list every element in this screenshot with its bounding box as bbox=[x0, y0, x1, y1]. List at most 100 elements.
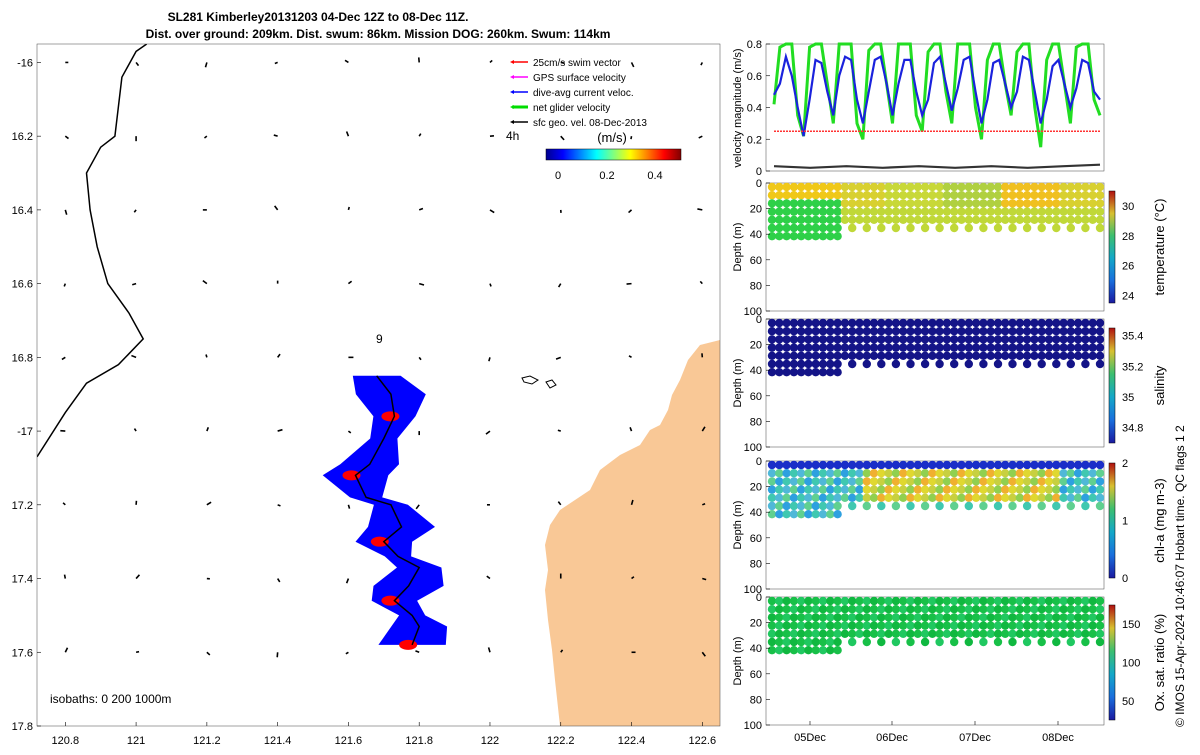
velocity-arrow bbox=[629, 356, 632, 358]
section-colorbar-tick: 26 bbox=[1122, 261, 1134, 273]
section-data-point bbox=[921, 352, 929, 360]
section-data-point bbox=[950, 360, 958, 368]
section-data-point bbox=[899, 327, 907, 335]
section-data-point bbox=[870, 605, 878, 613]
section-data-point bbox=[957, 605, 965, 613]
section-data-point bbox=[1096, 207, 1104, 215]
section-data-point bbox=[914, 319, 922, 327]
section-data-point bbox=[877, 327, 885, 335]
section-data-point bbox=[899, 485, 907, 493]
section-data-point bbox=[775, 469, 783, 477]
section-data-point bbox=[957, 191, 965, 199]
imos-credit: © IMOS 15-Apr-2024 10:46:07 Hobart time.… bbox=[1173, 425, 1187, 727]
island-2 bbox=[546, 380, 556, 388]
section-data-point bbox=[1008, 360, 1016, 368]
section-data-point bbox=[812, 360, 820, 368]
section-data-point bbox=[782, 494, 790, 502]
section-data-point bbox=[943, 327, 951, 335]
section-data-point bbox=[1067, 630, 1075, 638]
section-data-point bbox=[965, 469, 973, 477]
section-data-point bbox=[1030, 191, 1038, 199]
section-data-point bbox=[819, 216, 827, 224]
section-data-point bbox=[1023, 613, 1031, 621]
section-data-point bbox=[950, 502, 958, 510]
velocity-arrow bbox=[64, 284, 65, 287]
section-data-point bbox=[935, 319, 943, 327]
section-data-point bbox=[928, 621, 936, 629]
section-data-point bbox=[870, 494, 878, 502]
section-data-point bbox=[1030, 327, 1038, 335]
section-data-point bbox=[935, 360, 943, 368]
section-data-point bbox=[790, 477, 798, 485]
section-data-point bbox=[863, 605, 871, 613]
velocity-ytick-label: 0.2 bbox=[747, 134, 762, 146]
section-colorbar-tick: 1 bbox=[1122, 516, 1128, 528]
velocity-arrow bbox=[490, 210, 494, 213]
section-data-point bbox=[906, 621, 914, 629]
section-data-point bbox=[914, 597, 922, 605]
section-data-point bbox=[855, 469, 863, 477]
section-data-point bbox=[1067, 469, 1075, 477]
section-data-point bbox=[1016, 207, 1024, 215]
section-data-point bbox=[972, 335, 980, 343]
section-data-point bbox=[884, 597, 892, 605]
section-data-point bbox=[1016, 199, 1024, 207]
section-data-point bbox=[870, 477, 878, 485]
section-data-point bbox=[833, 605, 841, 613]
section-data-point bbox=[979, 343, 987, 351]
velocity-arrow bbox=[419, 284, 424, 285]
section-data-point bbox=[906, 319, 914, 327]
section-data-point bbox=[768, 216, 776, 224]
section-data-point bbox=[987, 343, 995, 351]
section-data-point bbox=[1089, 319, 1097, 327]
section-data-point bbox=[921, 477, 929, 485]
section-data-point bbox=[921, 461, 929, 469]
section-data-point bbox=[870, 597, 878, 605]
section-data-point bbox=[884, 343, 892, 351]
section-data-point bbox=[812, 207, 820, 215]
section-data-point bbox=[892, 224, 900, 232]
section-data-point bbox=[1096, 502, 1104, 510]
section-data-point bbox=[833, 343, 841, 351]
map-xtick-label: 121.8 bbox=[405, 735, 433, 747]
section-data-point bbox=[1081, 335, 1089, 343]
section-data-point bbox=[1038, 485, 1046, 493]
section-data-point bbox=[870, 191, 878, 199]
section-data-point bbox=[1059, 335, 1067, 343]
section-data-point bbox=[1089, 494, 1097, 502]
velocity-ytick-label: 0.4 bbox=[747, 103, 762, 115]
section-data-point bbox=[928, 183, 936, 191]
section-data-point bbox=[943, 469, 951, 477]
section-data-point bbox=[768, 597, 776, 605]
section-data-point bbox=[804, 461, 812, 469]
section-data-point bbox=[1001, 207, 1009, 215]
section-data-point bbox=[782, 183, 790, 191]
section-ytick-label: 0 bbox=[756, 592, 762, 604]
section-data-point bbox=[782, 605, 790, 613]
section-data-point bbox=[812, 335, 820, 343]
section-data-point bbox=[935, 477, 943, 485]
section-data-point bbox=[833, 335, 841, 343]
section-data-point bbox=[950, 613, 958, 621]
section-data-point bbox=[848, 638, 856, 646]
section-data-point bbox=[906, 485, 914, 493]
section-data-point bbox=[943, 335, 951, 343]
section-data-point bbox=[870, 343, 878, 351]
section-ylabel: Depth (m) bbox=[732, 637, 744, 686]
section-data-point bbox=[841, 343, 849, 351]
section-data-point bbox=[1089, 461, 1097, 469]
section-data-point bbox=[804, 183, 812, 191]
section-data-point bbox=[899, 494, 907, 502]
section-data-point bbox=[987, 469, 995, 477]
section-data-point bbox=[855, 597, 863, 605]
velocity-arrow bbox=[65, 648, 67, 652]
section-ytick-label: 60 bbox=[750, 391, 762, 403]
section-data-point bbox=[1023, 502, 1031, 510]
section-colorbar-tick: 34.8 bbox=[1122, 423, 1143, 435]
section-data-point bbox=[1081, 469, 1089, 477]
section-data-point bbox=[1008, 191, 1016, 199]
section-colorbar-label: Ox. sat. ratio (%) bbox=[1152, 614, 1167, 712]
section-data-point bbox=[819, 343, 827, 351]
section-ylabel: Depth (m) bbox=[732, 359, 744, 408]
section-data-point bbox=[1081, 352, 1089, 360]
